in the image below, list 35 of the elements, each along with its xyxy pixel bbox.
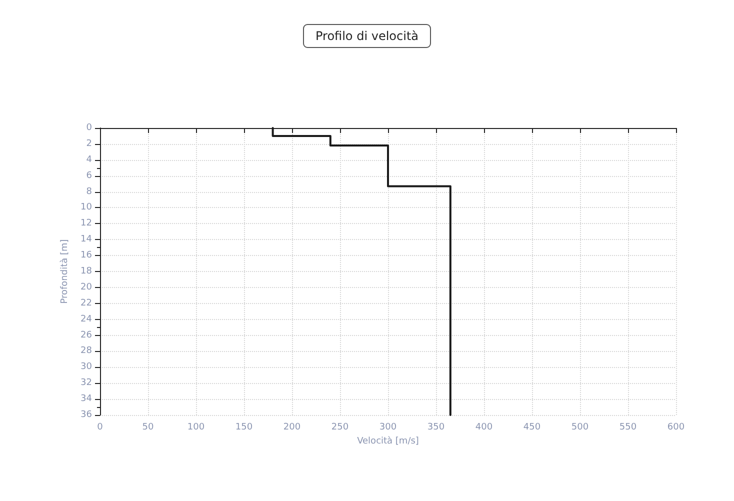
y-tick-label: 34 (80, 394, 92, 404)
x-tick-label: 300 (379, 422, 397, 432)
y-tick-label: 14 (80, 234, 92, 245)
x-tick-label: 550 (619, 422, 637, 432)
x-tick-label: 200 (283, 422, 301, 432)
x-tick-label: 400 (475, 422, 493, 432)
x-tick-label: 450 (523, 422, 541, 432)
y-tick-label: 16 (80, 250, 92, 261)
y-tick-label: 2 (86, 138, 92, 149)
y-tick-label: 18 (80, 266, 92, 276)
y-tick-label: 30 (80, 362, 92, 372)
x-tick-label: 250 (331, 422, 349, 432)
y-tick-label: 12 (80, 218, 92, 229)
y-tick-label: 4 (86, 154, 92, 165)
x-tick-label: 150 (235, 422, 253, 432)
y-tick-label: 8 (86, 186, 92, 197)
x-tick-label: 50 (142, 422, 154, 432)
x-axis-title: Velocità [m/s] (357, 435, 419, 446)
y-tick-label: 28 (80, 346, 92, 356)
y-tick-label: 20 (80, 282, 92, 292)
y-tick-label: 22 (80, 298, 92, 308)
y-tick-label: 36 (80, 410, 92, 420)
x-tick-label: 600 (667, 422, 685, 432)
y-tick-label: 0 (86, 123, 92, 133)
y-tick-label: 24 (80, 314, 92, 324)
y-axis-title: Profondità [m] (59, 239, 70, 304)
y-tick-label: 10 (80, 202, 92, 213)
y-tick-label: 32 (80, 378, 92, 388)
x-tick-label: 350 (427, 422, 445, 432)
y-tick-label: 6 (86, 170, 92, 181)
x-tick-label: 0 (97, 422, 104, 432)
x-tick-label: 500 (571, 422, 589, 432)
y-tick-label: 26 (80, 330, 92, 340)
x-tick-label: 100 (187, 422, 205, 432)
chart-title: Profilo di velocità (315, 29, 419, 43)
